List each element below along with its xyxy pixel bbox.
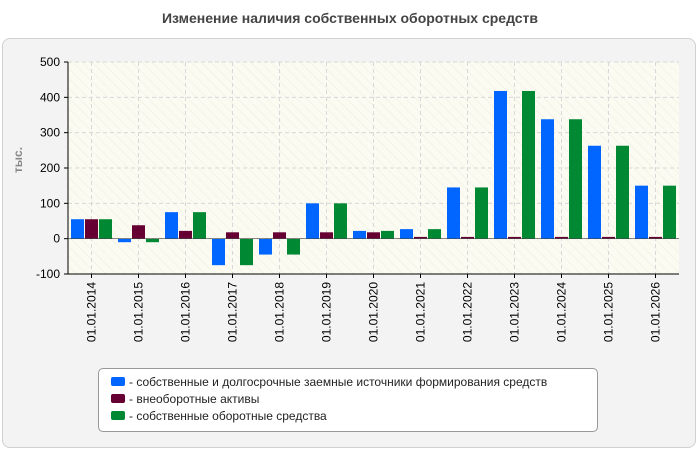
- bar-3-01.01.2026: [663, 185, 676, 239]
- bar-2-01.01.2026: [649, 236, 662, 239]
- bar-1-01.01.2022: [447, 187, 460, 239]
- chart-title: Изменение наличия собственных оборотных …: [161, 10, 539, 26]
- y-tick-label: 0: [53, 232, 60, 246]
- x-tick-label: 01.01.2025: [602, 282, 616, 342]
- bar-1-01.01.2021: [400, 229, 413, 239]
- chart-legend: - собственные и долгосрочные заемные ист…: [98, 368, 598, 432]
- legend-label: - собственные оборотные средства: [129, 408, 327, 423]
- y-tick-label: 200: [40, 161, 60, 175]
- bar-2-01.01.2019: [320, 232, 333, 239]
- bar-1-01.01.2017: [212, 238, 225, 266]
- y-tick-label: 300: [40, 126, 60, 140]
- bar-2-01.01.2017: [226, 232, 239, 239]
- x-tick-label: 01.01.2026: [649, 282, 663, 342]
- bar-1-01.01.2026: [635, 185, 648, 239]
- bar-2-01.01.2022: [461, 236, 474, 239]
- bar-2-01.01.2015: [132, 225, 145, 239]
- legend-swatch: [111, 411, 125, 420]
- y-tick-label: 400: [40, 90, 60, 104]
- bar-1-01.01.2023: [494, 90, 507, 239]
- bar-3-01.01.2024: [569, 119, 582, 239]
- bar-2-01.01.2018: [273, 232, 286, 239]
- bar-3-01.01.2016: [193, 212, 206, 239]
- legend-item: - собственные и долгосрочные заемные ист…: [109, 373, 587, 390]
- bar-3-01.01.2017: [240, 238, 253, 266]
- bar-1-01.01.2020: [353, 230, 366, 239]
- bar-2-01.01.2020: [367, 232, 380, 239]
- y-axis-label: тыс.: [11, 147, 25, 173]
- bar-2-01.01.2025: [602, 236, 615, 239]
- bar-1-01.01.2015: [118, 238, 131, 243]
- x-tick-label: 01.01.2021: [414, 282, 428, 342]
- bar-1-01.01.2018: [259, 238, 272, 255]
- bar-3-01.01.2018: [287, 238, 300, 255]
- legend-swatch: [111, 394, 125, 403]
- x-tick-label: 01.01.2018: [273, 282, 287, 342]
- bar-2-01.01.2024: [555, 236, 568, 239]
- bar-3-01.01.2023: [522, 90, 535, 239]
- y-tick-label: -100: [36, 267, 60, 281]
- legend-swatch: [111, 377, 125, 386]
- x-tick-label: 01.01.2015: [132, 282, 146, 342]
- x-tick-label: 01.01.2017: [226, 282, 240, 342]
- bar-2-01.01.2014: [85, 219, 98, 239]
- bar-2-01.01.2023: [508, 236, 521, 239]
- bar-3-01.01.2015: [146, 238, 159, 243]
- x-tick-label: 01.01.2022: [461, 282, 475, 342]
- x-tick-label: 01.01.2019: [320, 282, 334, 342]
- bar-1-01.01.2025: [588, 145, 601, 239]
- x-tick-label: 01.01.2014: [85, 282, 99, 342]
- bar-3-01.01.2020: [381, 230, 394, 239]
- bar-2-01.01.2021: [414, 236, 427, 239]
- y-tick-label: 500: [40, 55, 60, 69]
- legend-item: - собственные оборотные средства: [109, 407, 587, 424]
- bar-2-01.01.2016: [179, 230, 192, 239]
- x-tick-label: 01.01.2016: [179, 282, 193, 342]
- x-tick-label: 01.01.2020: [367, 282, 381, 342]
- legend-label: - внеоборотные активы: [129, 391, 260, 406]
- bar-1-01.01.2019: [306, 203, 319, 239]
- legend-label: - собственные и долгосрочные заемные ист…: [129, 374, 548, 389]
- legend-item: - внеоборотные активы: [109, 390, 587, 407]
- bar-1-01.01.2014: [71, 219, 84, 239]
- x-tick-label: 01.01.2024: [555, 282, 569, 342]
- bar-1-01.01.2016: [165, 212, 178, 239]
- bar-3-01.01.2021: [428, 229, 441, 239]
- x-tick-label: 01.01.2023: [508, 282, 522, 342]
- y-tick-label: 100: [40, 196, 60, 210]
- bar-3-01.01.2014: [99, 219, 112, 239]
- bar-1-01.01.2024: [541, 119, 554, 239]
- bar-3-01.01.2019: [334, 203, 347, 239]
- bar-3-01.01.2022: [475, 187, 488, 239]
- bar-3-01.01.2025: [616, 145, 629, 239]
